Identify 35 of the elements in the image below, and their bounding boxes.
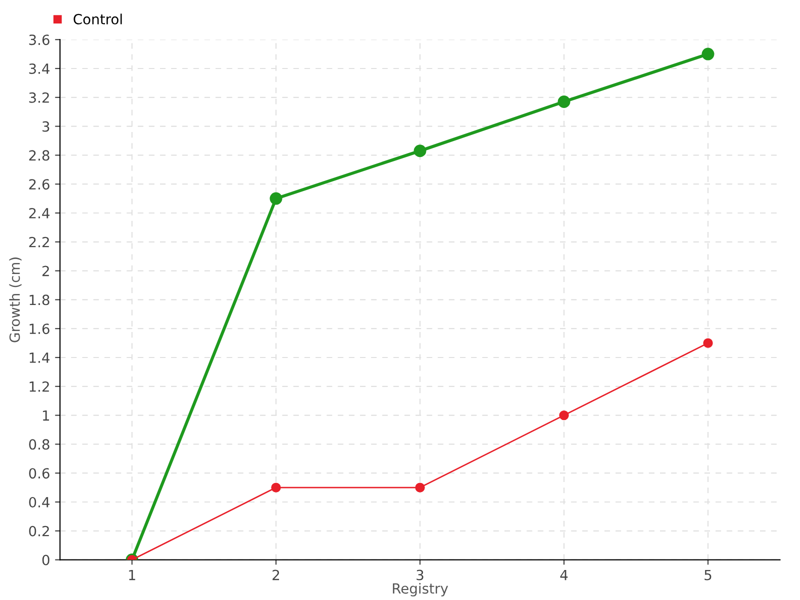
y-tick-label: 1.2 [30, 381, 49, 392]
y-tick-label: 2 [42, 266, 49, 276]
x-tick-label: 5 [704, 570, 712, 580]
y-tick-label: 1 [42, 410, 49, 421]
point [702, 48, 714, 60]
y-tick-label: 3.2 [29, 92, 49, 103]
point [271, 482, 281, 492]
y-tick-label: 1.4 [30, 352, 50, 363]
y-tick-label: 0 [42, 554, 50, 566]
y-tick-label: 2.6 [29, 179, 50, 190]
y-tick-label: 1.8 [30, 294, 50, 306]
y-tick-label: 0.6 [29, 468, 50, 479]
y-tick-label: 0.2 [29, 526, 49, 536]
x-tick-label: 3 [416, 570, 424, 580]
y-tick-label: 2.2 [29, 236, 49, 248]
y-tick-label: 1.6 [30, 324, 50, 334]
y-tick-label: 2.4 [29, 208, 50, 218]
y-tick-label: 3.6 [29, 34, 50, 46]
point [270, 192, 282, 205]
x-tick-label: 1 [129, 570, 136, 580]
point [414, 144, 426, 158]
x-axis-title: Registry [392, 582, 448, 596]
point [559, 410, 569, 420]
y-tick-label: 3.4 [29, 63, 50, 74]
x-tick-label: 2 [272, 570, 280, 580]
legend-label: Control [74, 14, 122, 24]
y-tick-label: 2.8 [29, 150, 50, 161]
point [558, 95, 570, 108]
point [703, 338, 713, 348]
y-axis-title: Growth (cm) [9, 258, 22, 342]
y-tick-label: 3 [42, 121, 50, 132]
x-tick-label: 4 [560, 570, 568, 580]
y-tick-label: 0.8 [29, 439, 50, 450]
y-tick-label: 0.4 [29, 496, 50, 508]
point [415, 482, 425, 492]
